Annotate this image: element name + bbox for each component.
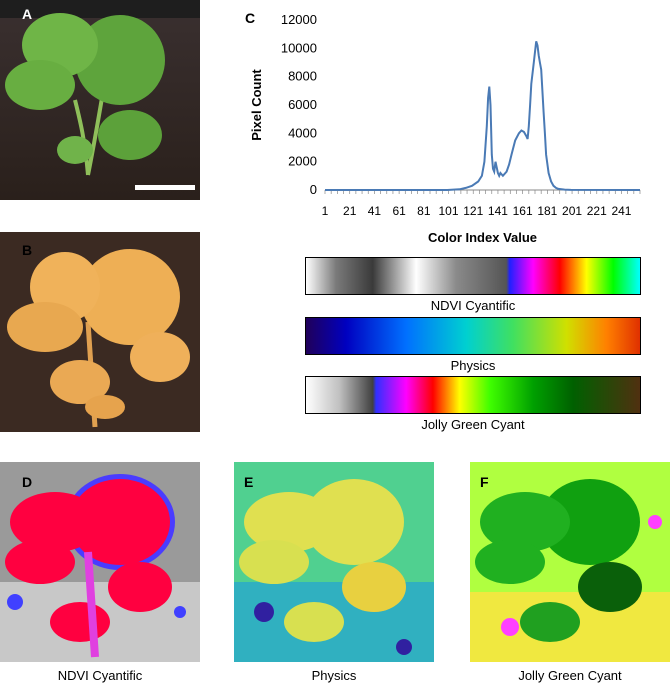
panel-c-histogram: C 0 2000 4000 6000 8000 10000 12000 1 21 41 61 81 10…: [235, 0, 655, 250]
y-tick-label: 10000: [281, 40, 317, 55]
x-tick-label: 21: [343, 204, 357, 218]
x-axis-title: Color Index Value: [428, 230, 537, 245]
x-tick-label: 181: [537, 204, 557, 218]
panel-b-photo: B: [0, 232, 200, 432]
panel-label-e: E: [244, 474, 254, 490]
panel-label-a: A: [22, 6, 33, 22]
jolly-green-false-color-image: [470, 462, 670, 662]
x-tick-label: 121: [463, 204, 483, 218]
y-axis-title: Pixel Count: [249, 69, 264, 141]
y-tick-label: 6000: [288, 97, 317, 112]
x-tick-label: 41: [368, 204, 382, 218]
y-tick-label: 0: [310, 182, 317, 197]
panel-a-photo: A: [0, 0, 200, 200]
panel-d-ndvi-image: D: [0, 462, 200, 662]
panel-label-c: C: [245, 10, 256, 26]
panel-f-jolly-image: F: [470, 462, 670, 662]
plant-photo-orange: [0, 232, 200, 432]
x-tick-label: 1: [322, 204, 329, 218]
colorbar-label-jolly: Jolly Green Cyant: [421, 417, 525, 432]
caption-d: NDVI Cyantific: [57, 668, 143, 683]
physics-false-color-image: [234, 462, 434, 662]
y-tick-label: 8000: [288, 69, 317, 84]
pixel-count-series-line: [325, 41, 641, 191]
caption-f: Jolly Green Cyant: [518, 668, 622, 683]
y-tick-label: 12000: [281, 12, 317, 27]
y-tick-label: 2000: [288, 154, 317, 169]
x-tick-label: 221: [587, 204, 607, 218]
panel-label-b: B: [22, 242, 33, 258]
ndvi-false-color-image: [0, 462, 200, 662]
x-tick-label: 241: [611, 204, 631, 218]
panel-e-physics-image: E: [234, 462, 434, 662]
y-tick-label: 4000: [288, 125, 317, 140]
x-tick-label: 161: [513, 204, 533, 218]
panel-label-d: D: [22, 474, 33, 490]
plant-photo-green: [0, 0, 200, 200]
x-tick-label: 201: [562, 204, 582, 218]
x-tick-label: 101: [439, 204, 459, 218]
colorbar-jolly-green-cyant: [305, 376, 641, 414]
x-tick-label: 81: [417, 204, 431, 218]
panel-label-f: F: [480, 474, 489, 490]
colorbar-label-physics: Physics: [450, 358, 496, 373]
caption-e: Physics: [311, 668, 357, 683]
x-tick-label: 61: [392, 204, 406, 218]
colorbar-physics: [305, 317, 641, 355]
colorbar-label-ndvi: NDVI Cyantific: [430, 298, 516, 313]
x-tick-label: 141: [488, 204, 508, 218]
colorbar-ndvi-cyantific: [305, 257, 641, 295]
